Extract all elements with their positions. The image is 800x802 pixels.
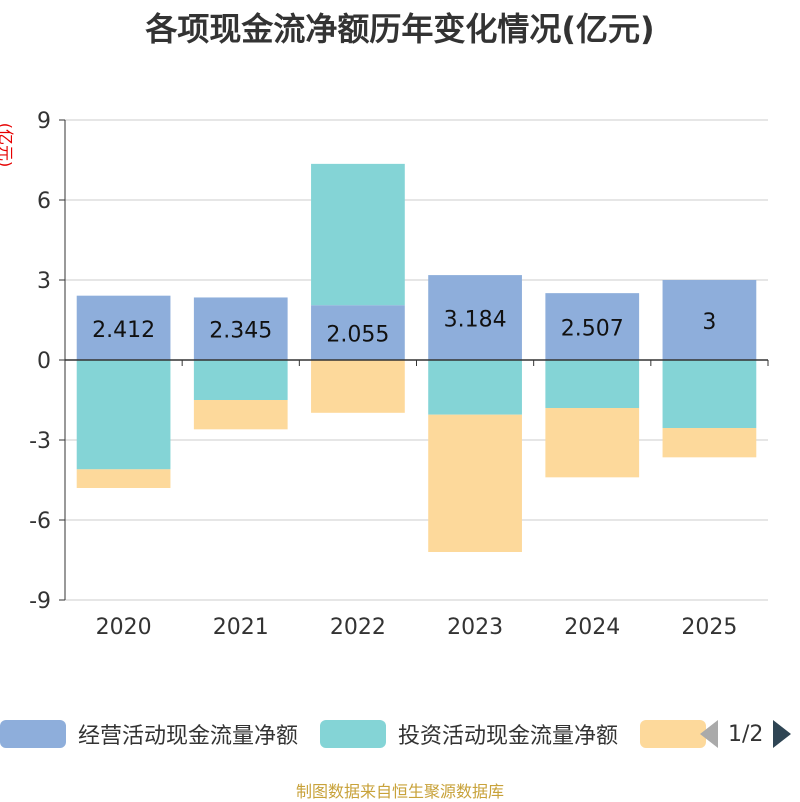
legend-swatch-financing <box>640 720 706 748</box>
x-tick-label: 2021 <box>213 615 269 640</box>
data-label-2023: 3.184 <box>444 308 507 333</box>
x-tick-label: 2020 <box>96 615 152 640</box>
bar-series2-2025 <box>662 428 757 458</box>
bar-series0-2022 <box>311 305 405 360</box>
legend-item-operating[interactable]: 经营活动现金流量净额 <box>0 716 298 752</box>
legend-next-page-icon[interactable] <box>773 720 792 748</box>
bar-series2-2023 <box>428 414 522 552</box>
bar-series2-2021 <box>193 400 288 430</box>
bar-series1-2023 <box>428 360 522 415</box>
bar-series1-2024 <box>545 360 640 408</box>
bar-series1-2022 <box>311 163 405 306</box>
x-tick-label: 2022 <box>330 615 386 640</box>
bar-series0-2024 <box>545 293 640 360</box>
bar-series2-2024 <box>545 408 640 478</box>
y-tick-label: 3 <box>37 269 51 294</box>
data-label-2024: 2.507 <box>561 317 624 342</box>
legend-label-investing: 投资活动现金流量净额 <box>398 724 619 749</box>
x-tick-label: 2023 <box>447 615 503 640</box>
stacked-bar-chart: 9 6 3 0 -3 -6 -9 2.412 2.345 2.055 3.184 2.507 3 2020… <box>29 109 769 640</box>
legend-label-operating: 经营活动现金流量净额 <box>78 724 299 749</box>
bar-series1-2021 <box>193 360 288 400</box>
y-tick-label: 0 <box>37 349 51 374</box>
bar-series1-2020 <box>76 360 171 470</box>
legend-pager: 1/2 <box>700 716 792 752</box>
y-tick-label: 6 <box>37 189 51 214</box>
bar-series2-2022 <box>311 360 405 413</box>
legend-page-indicator: 1/2 <box>728 721 764 747</box>
y-tick-label: -3 <box>29 429 51 454</box>
legend-item-investing[interactable]: 投资活动现金流量净额 <box>320 716 618 752</box>
chart-title: 各项现金流净额历年变化情况(亿元) <box>145 10 655 48</box>
data-label-2021: 2.345 <box>209 319 272 344</box>
bar-series0-2021 <box>193 297 288 360</box>
legend-item-financing[interactable] <box>640 716 718 752</box>
legend-swatch-investing <box>320 720 386 748</box>
data-label-2022: 2.055 <box>326 323 389 348</box>
y-tick-label: -9 <box>29 589 51 614</box>
x-tick-label: 2024 <box>564 615 620 640</box>
y-tick-label: -6 <box>29 509 51 534</box>
legend-swatch-operating <box>0 720 66 748</box>
bar-series0-2025 <box>662 280 757 360</box>
bar-series1-2025 <box>662 360 757 428</box>
chart-legend: 经营活动现金流量净额 投资活动现金流量净额 1/2 <box>0 716 800 752</box>
legend-prev-page-icon[interactable] <box>700 720 718 748</box>
data-label-2025: 3 <box>702 310 716 335</box>
data-source-note: 制图数据来自恒生聚源数据库 <box>295 782 504 801</box>
bar-series2-2020 <box>76 469 171 488</box>
bar-series0-2020 <box>76 295 171 360</box>
x-tick-label: 2025 <box>681 615 737 640</box>
data-label-2020: 2.412 <box>92 318 155 343</box>
bar-series0-2023 <box>428 275 522 360</box>
y-tick-label: 9 <box>37 109 51 134</box>
